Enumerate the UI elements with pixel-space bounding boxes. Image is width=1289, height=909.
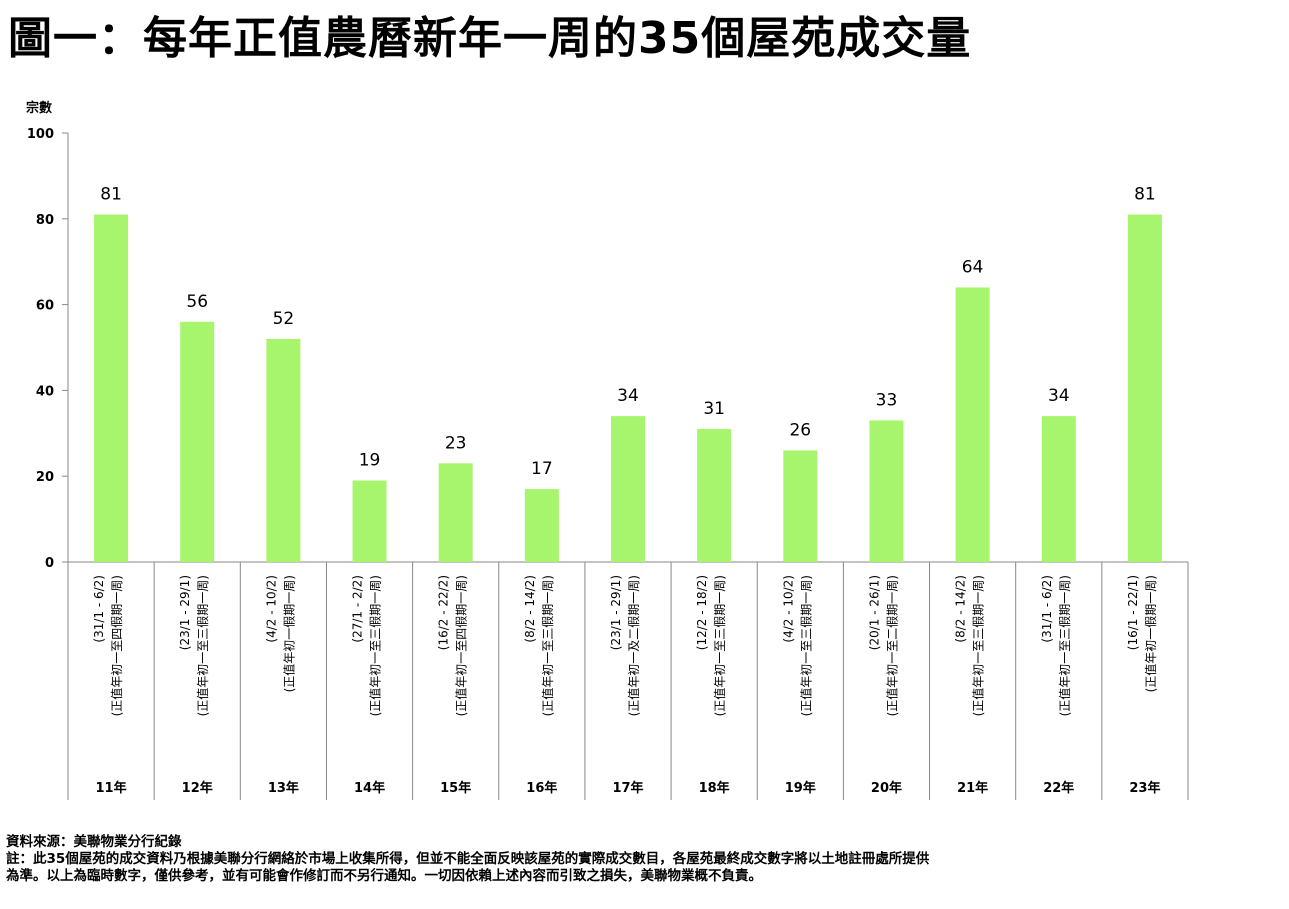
x-period-note-label: (正值年初一至二假期一周) [884, 575, 899, 716]
bar [94, 214, 129, 562]
data-label: 81 [1134, 185, 1156, 205]
data-label: 64 [962, 257, 984, 277]
x-category-label: 20年 [871, 780, 902, 796]
x-period-note-label: (正值年初一至三假期一周) [195, 575, 210, 716]
x-date-range-label: (20/1 - 26/1) [867, 575, 881, 650]
chart-title: 圖一：每年正值農曆新年一周的35個屋苑成交量 [8, 13, 972, 64]
x-period-note-label: (正值年初一假期一周) [281, 575, 296, 692]
x-category-label: 13年 [268, 780, 299, 796]
bar [697, 429, 732, 562]
x-period-note-label: (正值年初一至三假期一周) [798, 575, 813, 716]
y-tick-label: 40 [36, 384, 54, 399]
x-date-range-label: (23/1 - 29/1) [609, 575, 623, 650]
y-tick-label: 100 [27, 127, 54, 142]
x-date-range-label: (8/2 - 14/2) [523, 575, 537, 643]
x-period-note-label: (正值年初一至四假期一周) [454, 575, 469, 716]
y-tick-label: 80 [36, 213, 54, 228]
x-date-range-label: (27/1 - 2/2) [351, 575, 365, 643]
bar [266, 338, 301, 562]
data-label: 52 [273, 309, 295, 329]
x-category-label: 14年 [354, 780, 385, 796]
x-date-range-label: (4/2 - 10/2) [264, 575, 278, 643]
footer: 資料來源：美聯物業分行紀錄 註：此35個屋苑的成交資料乃根據美聯分行網絡於市場上… [6, 834, 1284, 885]
x-date-range-label: (4/2 - 10/2) [781, 575, 795, 643]
x-date-range-label: (16/2 - 22/2) [437, 575, 451, 650]
x-category-label: 17年 [612, 780, 643, 796]
x-period-note-label: (正值年初一至三假期一周) [971, 575, 986, 716]
bar [611, 416, 645, 562]
bar [1041, 416, 1076, 562]
source-note: 資料來源：美聯物業分行紀錄 [6, 834, 182, 850]
x-period-note-label: (正值年初一及二假期一周) [626, 575, 641, 716]
bar [438, 463, 473, 562]
x-date-range-label: (31/1 - 6/2) [92, 575, 106, 643]
x-date-range-label: (31/1 - 6/2) [1040, 575, 1054, 643]
bar [524, 489, 559, 562]
data-label: 23 [445, 433, 467, 453]
data-label: 34 [617, 386, 639, 406]
x-period-note-label: (正值年初一至四假期一周) [109, 575, 124, 716]
x-category-label: 15年 [440, 780, 471, 796]
bar [783, 450, 818, 562]
y-tick-label: 20 [36, 470, 54, 485]
x-category-label: 16年 [526, 780, 557, 796]
x-date-range-label: (23/1 - 29/1) [178, 575, 192, 650]
x-category-label: 12年 [182, 780, 213, 796]
disclaimer-line-1: 註：此35個屋苑的成交資料乃根據美聯分行網絡於市場上收集所得，但並不能全面反映該… [6, 851, 930, 867]
y-tick-label: 0 [45, 556, 54, 571]
data-label: 17 [531, 459, 553, 479]
x-period-note-label: (正值年初一至三假期一周) [712, 575, 727, 716]
x-period-note-label: (正值年初一至三假期一周) [368, 575, 383, 716]
data-label: 31 [703, 399, 725, 419]
bar [180, 321, 215, 562]
data-label: 19 [359, 450, 381, 470]
y-tick-label: 60 [36, 299, 54, 314]
disclaimer-line-2: 為準。以上為臨時數字，僅供參考，並有可能會作修訂而不另行通知。一切因依賴上述內容… [6, 868, 762, 884]
x-category-label: 11年 [96, 780, 127, 796]
x-category-label: 18年 [699, 780, 730, 796]
x-category-label: 23年 [1129, 780, 1160, 796]
x-date-range-label: (16/1 - 22/1) [1126, 575, 1140, 650]
x-date-range-label: (8/2 - 14/2) [954, 575, 968, 643]
x-period-note-label: (正值年初一至三假期一周) [1057, 575, 1072, 716]
y-axis-title: 宗數 [26, 100, 52, 116]
x-date-range-label: (12/2 - 18/2) [695, 575, 709, 650]
x-period-note-label: (正值年初一假期一周) [1143, 575, 1158, 692]
bar [955, 287, 990, 562]
bar [869, 420, 904, 562]
x-category-label: 21年 [957, 780, 988, 796]
data-label: 33 [876, 390, 898, 410]
data-label: 34 [1048, 386, 1070, 406]
x-category-label: 19年 [785, 780, 816, 796]
bar [352, 480, 387, 562]
data-label: 26 [789, 420, 811, 440]
x-category-label: 22年 [1043, 780, 1074, 796]
x-period-note-label: (正值年初一至三假期一周) [540, 575, 555, 716]
data-label: 56 [186, 292, 208, 312]
data-label: 81 [100, 185, 122, 205]
bar [1127, 214, 1162, 562]
